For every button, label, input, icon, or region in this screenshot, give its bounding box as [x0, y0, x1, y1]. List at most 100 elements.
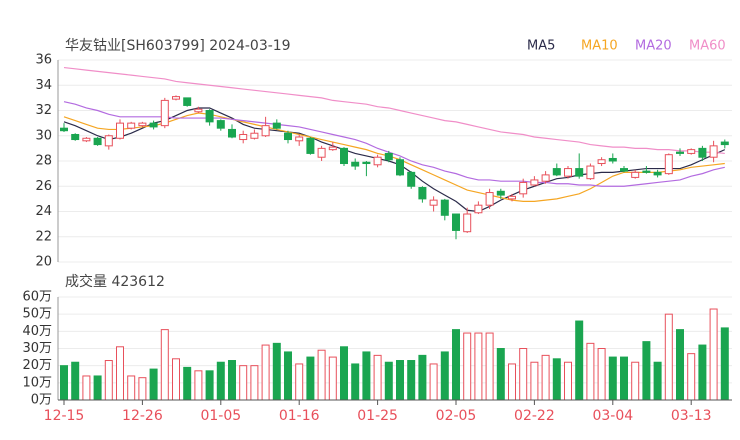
candle-body: [172, 96, 180, 100]
y-tick-label: 22: [35, 229, 52, 244]
volume-bar: [284, 351, 292, 401]
candle-body: [328, 146, 337, 151]
candle-body: [485, 192, 494, 206]
candle-body: [362, 161, 371, 165]
candle-body: [104, 135, 113, 147]
candle-body: [552, 168, 561, 176]
ma-line: [63, 66, 725, 155]
legend-label: MA20: [635, 39, 672, 54]
candle-body: [519, 181, 528, 195]
candle-body: [474, 204, 483, 214]
candle-body: [698, 147, 707, 158]
candle-body: [586, 165, 595, 180]
candle-body: [541, 174, 550, 182]
volume-bar: [82, 375, 91, 401]
candle-body: [261, 125, 270, 137]
candle-body: [272, 122, 281, 129]
candle-body: [564, 168, 572, 177]
x-tick-label: 01-25: [357, 408, 398, 424]
candle-body: [608, 157, 617, 162]
y-tick-label: 10万: [22, 375, 52, 390]
volume-bar: [586, 342, 595, 401]
volume-bar: [530, 361, 539, 401]
volume-bar: [664, 313, 673, 401]
legend-label: MA10: [581, 39, 618, 54]
volume-bar: [575, 320, 584, 401]
x-tick-label: 02-22: [514, 408, 555, 424]
volume-bar: [463, 332, 472, 401]
volume-bar: [60, 365, 68, 401]
candle-body: [597, 159, 606, 165]
volume-bar: [698, 344, 707, 401]
y-tick-label: 30万: [22, 341, 52, 356]
candle-body: [452, 213, 460, 231]
candle-body: [496, 190, 505, 196]
y-tick-label: 26: [35, 179, 52, 194]
volume-bar: [104, 360, 113, 401]
volume-bar: [676, 329, 684, 401]
y-tick-label: 24: [35, 204, 52, 219]
volume-bar: [138, 377, 147, 401]
volume-bar: [440, 351, 449, 401]
volume-bar: [216, 361, 225, 401]
volume-bar: [620, 356, 628, 401]
candle-body: [149, 122, 158, 128]
volume-bar: [631, 361, 640, 401]
volume-bar: [250, 365, 259, 401]
volume-bar: [597, 348, 606, 401]
candle-body: [239, 133, 248, 141]
y-tick-label: 60万: [22, 290, 52, 305]
y-tick-label: 34: [35, 78, 52, 93]
candle-body: [384, 152, 393, 161]
volume-bar: [541, 354, 550, 401]
volume-bar: [709, 308, 718, 401]
volume-bar: [508, 363, 516, 401]
candle-body: [60, 127, 68, 132]
volume-bar: [149, 368, 158, 401]
volume-bar: [183, 366, 192, 401]
candle-body: [642, 170, 651, 173]
candle-body: [418, 187, 427, 200]
y-tick-label: 40万: [22, 324, 52, 339]
volume-bar: [272, 342, 281, 401]
candle-body: [631, 171, 640, 178]
candle-body: [687, 149, 696, 154]
volume-bar: [496, 348, 505, 401]
candle-body: [228, 128, 236, 138]
candle-body: [127, 122, 136, 129]
chart-title: 华友钴业[SH603799] 2024-03-19: [65, 38, 291, 54]
volume-bar: [340, 346, 348, 401]
y-tick-label: 28: [35, 154, 52, 169]
legend-label: MA60: [689, 39, 726, 54]
volume-title: 成交量 423612: [65, 273, 165, 290]
candle-body: [160, 99, 169, 127]
x-tick-label: 02-05: [436, 408, 477, 424]
volume-bar: [93, 375, 102, 401]
candle-body: [373, 156, 382, 166]
candle-body: [183, 97, 192, 106]
volume-bar: [71, 361, 80, 401]
candle-body: [340, 147, 348, 165]
candle-body: [664, 154, 673, 175]
ma-line: [63, 107, 726, 213]
x-tick-label: 12-26: [122, 408, 163, 424]
x-tick-label: 03-13: [671, 408, 712, 424]
ma-line: [63, 101, 725, 187]
candle-body: [620, 168, 628, 172]
volume-bar: [317, 349, 326, 401]
volume-bar: [485, 332, 494, 401]
candle-body: [429, 199, 438, 206]
candle-body: [351, 161, 360, 167]
x-tick-label: 12-15: [44, 408, 85, 424]
volume-bar: [407, 360, 416, 401]
y-tick-label: 30: [35, 128, 52, 143]
candle-body: [116, 122, 124, 139]
volume-bar: [608, 356, 617, 401]
volume-bar: [295, 363, 304, 401]
candle-body: [306, 137, 315, 154]
volume-bar: [384, 361, 393, 401]
candle-body: [317, 147, 326, 158]
volume-bar: [116, 346, 124, 401]
candle-body: [653, 171, 662, 176]
